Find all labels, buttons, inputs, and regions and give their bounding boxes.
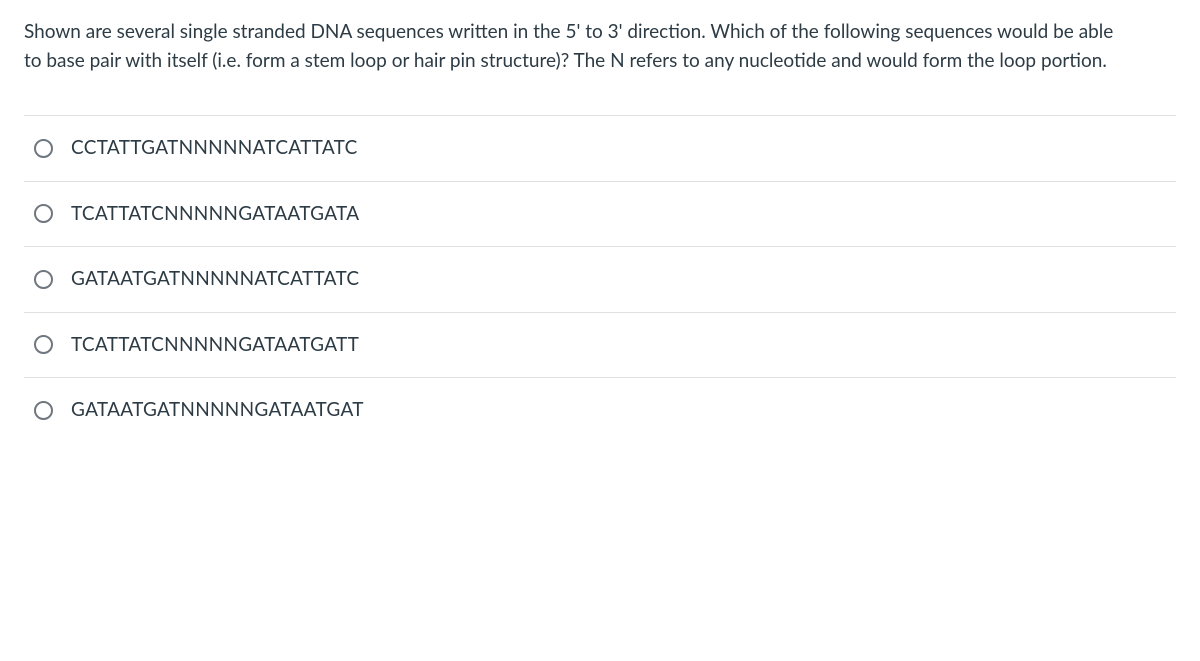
option-radio[interactable]: [34, 335, 53, 354]
option-text: GATAATGATNNNNNATCATTATC: [71, 265, 359, 294]
option-text: TCATTATCNNNNNGATAATGATT: [71, 331, 359, 360]
option-text: TCATTATCNNNNNGATAATGATA: [71, 200, 359, 229]
option-radio[interactable]: [34, 270, 53, 289]
option-row[interactable]: TCATTATCNNNNNGATAATGATT: [24, 313, 1176, 379]
option-row[interactable]: GATAATGATNNNNNGATAATGAT: [24, 378, 1176, 443]
question-stem: Shown are several single stranded DNA se…: [24, 18, 1124, 75]
option-text: CCTATTGATNNNNNATCATTATC: [71, 134, 358, 163]
options-list: CCTATTGATNNNNNATCATTATC TCATTATCNNNNNGAT…: [24, 115, 1176, 443]
option-row[interactable]: TCATTATCNNNNNGATAATGATA: [24, 182, 1176, 248]
option-radio[interactable]: [34, 204, 53, 223]
option-radio[interactable]: [34, 139, 53, 158]
option-row[interactable]: CCTATTGATNNNNNATCATTATC: [24, 116, 1176, 182]
option-radio[interactable]: [34, 401, 53, 420]
option-row[interactable]: GATAATGATNNNNNATCATTATC: [24, 247, 1176, 313]
option-text: GATAATGATNNNNNGATAATGAT: [71, 396, 364, 425]
